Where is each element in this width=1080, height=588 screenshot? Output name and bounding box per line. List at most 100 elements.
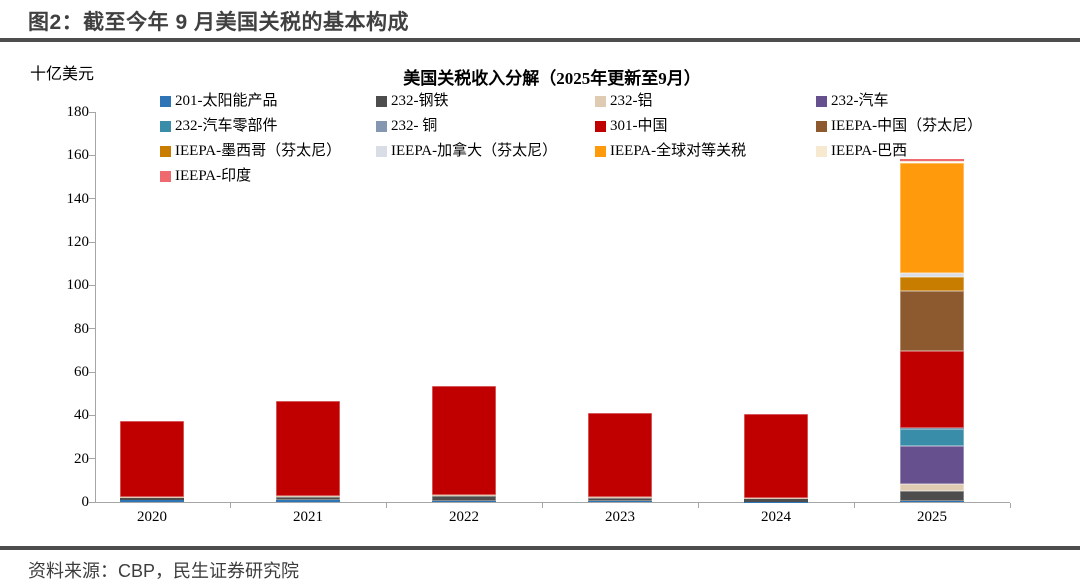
bar-segment	[900, 162, 964, 273]
legend-item: IEEPA-巴西	[816, 142, 1040, 160]
bar-segment	[744, 414, 808, 498]
legend-label: 232-铝	[610, 93, 653, 109]
chart-legend: 201-太阳能产品 232-钢铁 232-铝 232-汽车 232-汽车零部件 232- …	[160, 92, 1040, 185]
legend-label: 232- 铜	[391, 118, 438, 134]
bar-segment	[744, 498, 808, 502]
legend-item: IEEPA-墨西哥（芬太尼）	[160, 142, 376, 160]
legend-item: 232-汽车	[816, 92, 1040, 110]
source-text: 资料来源：CBP，民生证券研究院	[28, 561, 300, 581]
y-axis-tick	[89, 458, 95, 460]
legend-swatch-icon	[160, 95, 171, 107]
legend-item: IEEPA-中国（芬太尼）	[816, 117, 1040, 135]
legend-item: 232-汽车零部件	[160, 117, 376, 135]
chart-title: 美国关税收入分解（2025年更新至9月）	[403, 69, 701, 88]
bar-segment	[120, 500, 184, 502]
x-axis-tick	[854, 503, 855, 508]
bar-segment	[900, 483, 964, 491]
y-axis-tick-label: 120	[66, 234, 90, 250]
legend-swatch-icon	[595, 95, 606, 107]
legend-label: IEEPA-中国（芬太尼）	[831, 118, 983, 134]
y-axis-tick-label: 140	[66, 190, 90, 207]
bar-segment	[432, 500, 496, 502]
legend-swatch-icon	[595, 120, 606, 132]
legend-label: 232-钢铁	[391, 93, 449, 109]
bar-segment	[276, 400, 340, 496]
bar-segment	[120, 496, 184, 498]
x-axis-tick	[542, 503, 543, 508]
bar-segment	[588, 498, 652, 502]
y-axis-tick-label: 80	[74, 320, 89, 337]
legend-swatch-icon	[816, 95, 827, 107]
y-axis-unit-label: 十亿美元	[30, 66, 95, 83]
legend-item: 232- 铜	[376, 117, 595, 135]
legend-label: IEEPA-加拿大（芬太尼）	[391, 143, 558, 159]
x-axis-label: 2022	[449, 509, 479, 525]
y-axis-tick	[89, 501, 95, 503]
y-axis-tick	[89, 241, 95, 243]
bar-segment	[900, 272, 964, 277]
bar-segment	[900, 290, 964, 351]
legend-swatch-icon	[816, 145, 827, 157]
footer-rule	[0, 546, 1080, 550]
legend-swatch-icon	[376, 95, 387, 107]
y-axis-tick	[89, 328, 95, 330]
legend-swatch-icon	[160, 120, 171, 132]
legend-swatch-icon	[376, 120, 387, 132]
y-axis-tick-label: 40	[74, 407, 89, 424]
plot-area: 0 20 40 60 80 100 120 140 160 180 2020 2021 2022 2023…	[67, 104, 1011, 525]
y-axis-tick-label: 160	[66, 147, 90, 164]
y-axis-tick-label: 180	[66, 104, 90, 120]
bar-segment	[588, 501, 652, 502]
y-axis-tick	[89, 371, 95, 373]
y-axis-tick	[89, 198, 95, 200]
legend-item: IEEPA-全球对等关税	[595, 142, 816, 160]
x-axis-label: 2024	[761, 509, 791, 525]
bar-segment	[900, 351, 964, 428]
bar-segment	[432, 494, 496, 497]
bar-segment	[276, 496, 340, 501]
header-rule	[0, 38, 1080, 42]
legend-label: 201-太阳能产品	[175, 93, 278, 109]
x-axis-tick	[230, 503, 231, 508]
legend-label: IEEPA-巴西	[831, 143, 908, 159]
legend-label: 232-汽车零部件	[175, 118, 278, 134]
bar-segment	[900, 490, 964, 502]
legend-swatch-icon	[160, 145, 171, 157]
bar-segment	[588, 412, 652, 498]
y-axis-tick	[89, 414, 95, 416]
x-axis-label: 2020	[137, 509, 167, 525]
legend-label: 301-中国	[610, 118, 668, 134]
bar-segment	[900, 158, 964, 162]
y-axis-tick	[89, 284, 95, 286]
x-axis-label: 2023	[605, 509, 635, 525]
legend-swatch-icon	[376, 145, 387, 157]
y-axis-tick-label: 60	[74, 364, 89, 380]
y-axis-tick-label: 100	[66, 277, 90, 294]
bar-segment	[588, 497, 652, 499]
x-axis-tick	[1010, 503, 1011, 508]
y-axis-tick-label: 0	[81, 494, 90, 510]
bar-segment	[900, 501, 964, 502]
bar-segment	[432, 386, 496, 495]
x-axis-tick	[386, 503, 387, 508]
bar-segment	[900, 428, 964, 447]
bar-segment	[120, 420, 184, 497]
legend-item: 201-太阳能产品	[160, 92, 376, 110]
bar-segment	[900, 161, 964, 163]
x-axis-label: 2021	[293, 509, 323, 525]
y-axis-tick	[89, 154, 95, 156]
legend-swatch-icon	[816, 120, 827, 132]
legend-item: IEEPA-印度	[160, 167, 376, 185]
bar-segment	[900, 276, 964, 291]
bar-segment	[120, 497, 184, 501]
bar-segment	[900, 446, 964, 484]
bar-segment	[276, 495, 340, 497]
legend-swatch-icon	[160, 170, 171, 182]
legend-label: IEEPA-印度	[175, 168, 252, 184]
figure-title: 图2：截至今年 9 月美国关税的基本构成	[28, 11, 410, 34]
y-axis-tick-label: 20	[74, 450, 89, 467]
legend-item: 232-铝	[595, 92, 816, 110]
legend-label: IEEPA-全球对等关税	[610, 143, 747, 159]
legend-item: 232-钢铁	[376, 92, 595, 110]
